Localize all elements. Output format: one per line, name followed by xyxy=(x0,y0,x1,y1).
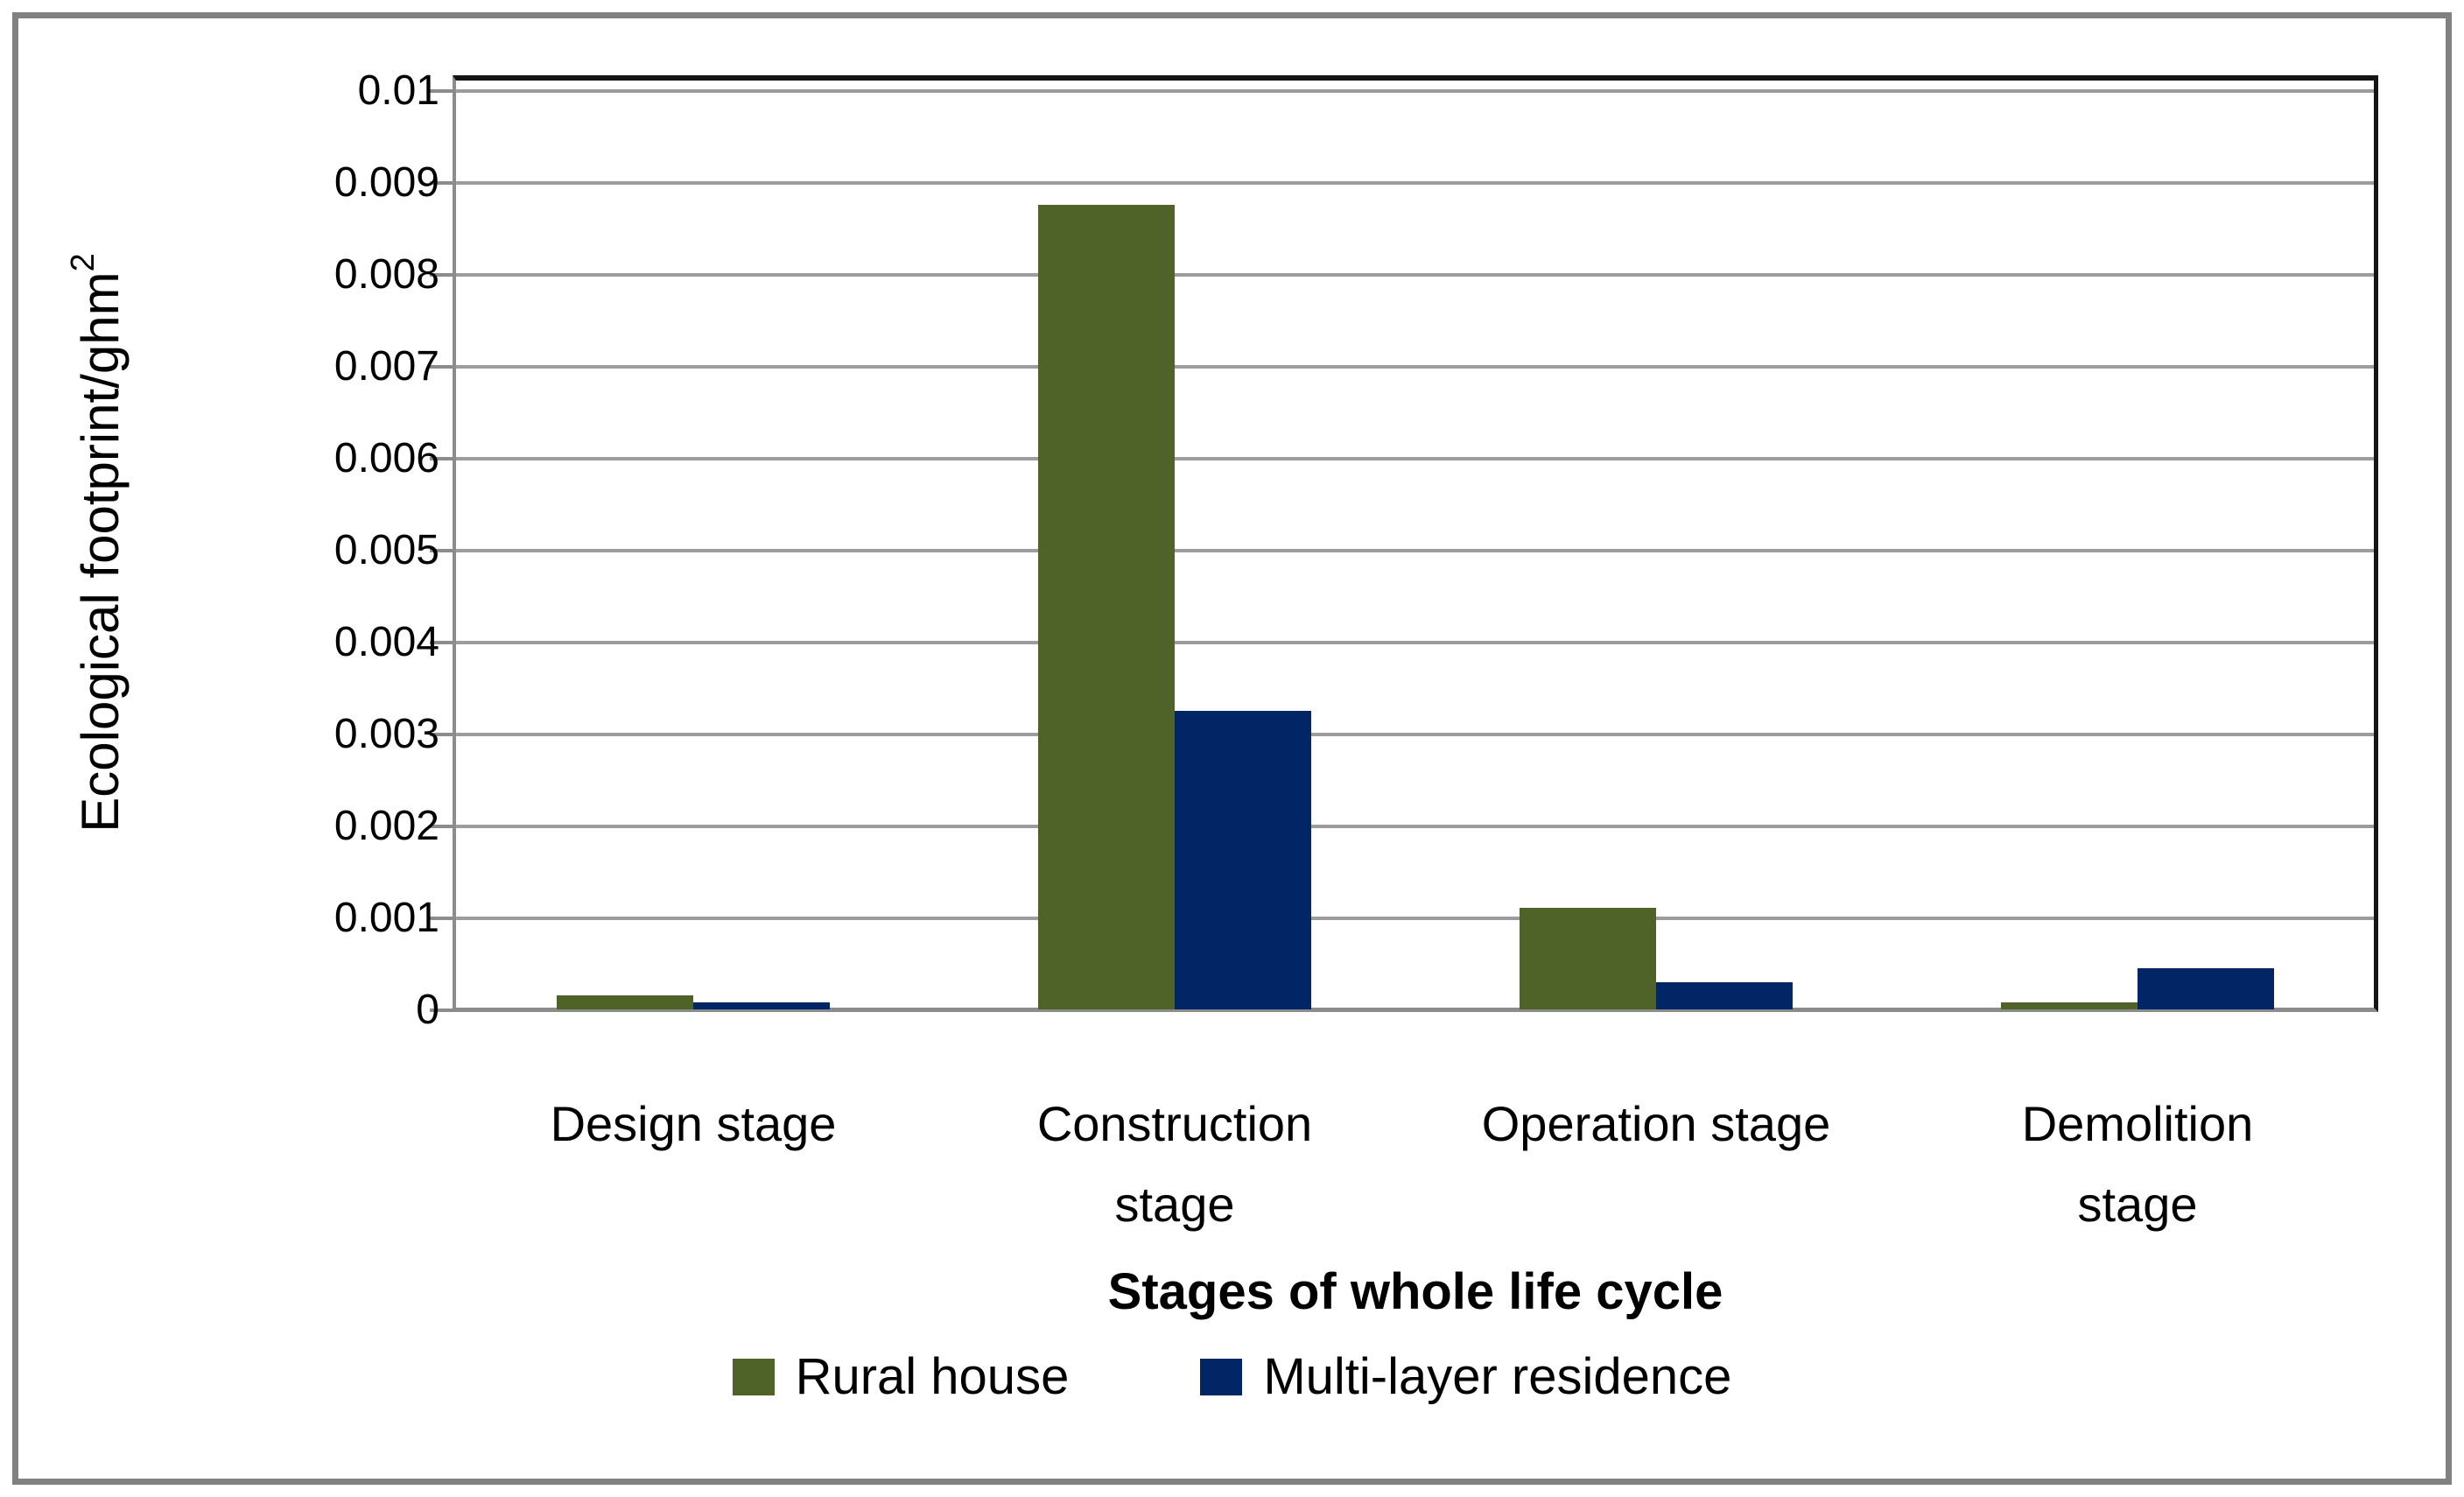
legend-label-multi-layer-residence: Multi-layer residence xyxy=(1263,1348,1732,1405)
x-category-label-line: Design stage xyxy=(550,1096,837,1151)
legend: Rural house Multi-layer residence xyxy=(0,1346,2464,1408)
y-axis-tick-label-0.002: 0.002 xyxy=(333,802,439,849)
x-category-label-construction-stage: Construction stage xyxy=(934,1084,1415,1245)
y-axis-tick-0.01 xyxy=(430,88,453,93)
legend-swatch-rural-house xyxy=(732,1359,775,1395)
y-axis-tick-0.005 xyxy=(430,548,453,552)
y-axis-tick-label-0.01: 0.01 xyxy=(357,67,439,114)
legend-label-rural-house: Rural house xyxy=(795,1348,1070,1405)
gridline-0.004 xyxy=(456,640,2375,644)
y-axis-tick-label-0.008: 0.008 xyxy=(333,250,439,298)
gridline-0.01 xyxy=(456,88,2375,93)
legend-item-rural-house: Rural house xyxy=(732,1346,1070,1408)
bar-rural-house-demolition-stage xyxy=(2001,1002,2138,1009)
x-axis-title: Stages of whole life cycle xyxy=(1107,1263,1723,1320)
y-axis-tick-label-0: 0 xyxy=(416,986,439,1033)
y-axis-tick-0.004 xyxy=(430,640,453,644)
bar-multi-layer-residence-construction-stage xyxy=(1175,711,1311,1009)
y-axis-tick-label-0.009: 0.009 xyxy=(333,158,439,206)
y-axis-tick-0.009 xyxy=(430,180,453,185)
y-axis-title-text: Ecological footprint/ghm xyxy=(71,271,130,833)
gridline-0.006 xyxy=(456,456,2375,460)
legend-swatch-multi-layer-residence xyxy=(1200,1359,1243,1395)
y-axis-tick-label-0.001: 0.001 xyxy=(333,894,439,941)
y-axis-tick-label-0.006: 0.006 xyxy=(333,434,439,481)
gridline-0.002 xyxy=(456,824,2375,828)
x-category-label-line: Construction xyxy=(1036,1096,1313,1151)
bar-rural-house-construction-stage xyxy=(1038,205,1175,1009)
y-axis-tick-0.008 xyxy=(430,272,453,277)
y-axis-tick-0.003 xyxy=(430,732,453,736)
x-category-label-design-stage: Design stage xyxy=(453,1084,934,1164)
y-axis-tick-label-0.005: 0.005 xyxy=(333,526,439,573)
gridline-0.008 xyxy=(456,272,2375,277)
bar-rural-house-design-stage xyxy=(557,995,693,1009)
y-axis-title: Ecological footprint/ghm2 xyxy=(44,18,130,1068)
bar-multi-layer-residence-design-stage xyxy=(693,1002,830,1009)
gridline-0.009 xyxy=(456,180,2375,185)
bar-multi-layer-residence-operation-stage xyxy=(1656,982,1793,1009)
y-axis-tick-0.001 xyxy=(430,916,453,920)
bar-rural-house-operation-stage xyxy=(1520,908,1656,1009)
x-category-label-line: stage xyxy=(1114,1177,1235,1232)
x-category-label-demolition-stage: Demolition stage xyxy=(1897,1084,2378,1245)
y-axis-tick-0.007 xyxy=(430,364,453,369)
plot-area xyxy=(453,75,2378,1012)
gridline-0.007 xyxy=(456,364,2375,369)
gridline-0.001 xyxy=(456,916,2375,920)
bar-multi-layer-residence-demolition-stage xyxy=(2138,968,2274,1009)
x-category-label-line: stage xyxy=(2077,1177,2198,1232)
gridline-0.003 xyxy=(456,732,2375,736)
y-axis-tick-label-0.007: 0.007 xyxy=(333,342,439,390)
y-axis-tick-label-0.003: 0.003 xyxy=(333,710,439,757)
y-axis-tick-0.006 xyxy=(430,456,453,460)
y-axis-tick-label-0.004: 0.004 xyxy=(333,618,439,665)
y-axis-tick-0 xyxy=(430,1008,453,1012)
x-category-label-line: Operation stage xyxy=(1481,1096,1831,1151)
legend-item-multi-layer-residence: Multi-layer residence xyxy=(1200,1346,1731,1408)
x-category-label-operation-stage: Operation stage xyxy=(1415,1084,1897,1164)
gridline-0.005 xyxy=(456,548,2375,552)
x-category-label-line: Demolition xyxy=(2021,1096,2254,1151)
y-axis-tick-0.002 xyxy=(430,824,453,828)
y-axis-title-superscript: 2 xyxy=(65,253,102,272)
